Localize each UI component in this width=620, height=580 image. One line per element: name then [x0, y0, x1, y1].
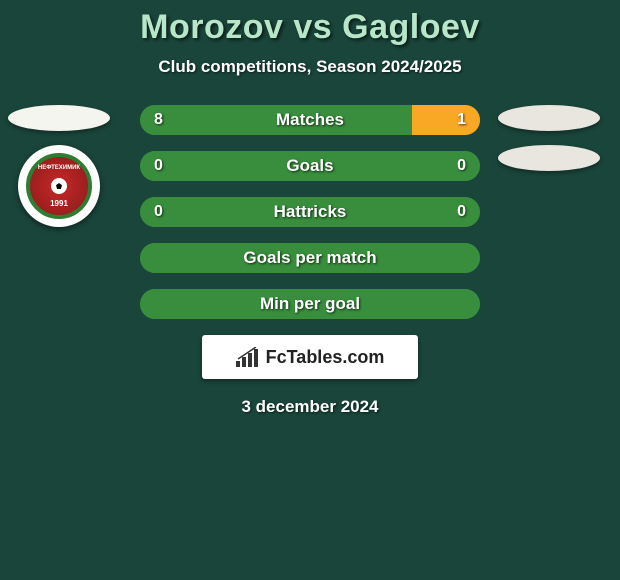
player-token-right-1: [498, 105, 600, 131]
soccer-ball-icon: [51, 178, 67, 194]
page-title: Morozov vs Gagloev: [0, 8, 620, 47]
stat-bar: 00Hattricks: [140, 197, 480, 227]
watermark[interactable]: FcTables.com: [202, 335, 418, 379]
left-player-column: НЕФТЕХИМИК 1991: [8, 105, 110, 227]
right-player-column: [498, 105, 600, 171]
player-token-right-2: [498, 145, 600, 171]
stat-bar: 00Goals: [140, 151, 480, 181]
bar-label: Goals per match: [140, 248, 480, 268]
fctables-logo-icon: [236, 347, 260, 367]
stat-bar: Min per goal: [140, 289, 480, 319]
watermark-text: FcTables.com: [266, 347, 385, 368]
stat-bars: 81Matches 00Goals 00Hattricks Goals per mat…: [140, 105, 480, 319]
club-logo-left: НЕФТЕХИМИК 1991: [18, 145, 100, 227]
stats-area: НЕФТЕХИМИК 1991 81Matches 00Goals 00Hattri…: [0, 105, 620, 319]
bar-label: Goals: [140, 156, 480, 176]
bar-label: Min per goal: [140, 294, 480, 314]
stat-bar: 81Matches: [140, 105, 480, 135]
bar-label: Hattricks: [140, 202, 480, 222]
club-name-text: НЕФТЕХИМИК: [38, 165, 80, 171]
stat-bar: Goals per match: [140, 243, 480, 273]
comparison-card: Morozov vs Gagloev Club competitions, Se…: [0, 0, 620, 417]
bar-label: Matches: [140, 110, 480, 130]
subtitle: Club competitions, Season 2024/2025: [0, 57, 620, 77]
club-logo-inner: НЕФТЕХИМИК 1991: [26, 153, 92, 219]
date-label: 3 december 2024: [0, 397, 620, 417]
player-token-left: [8, 105, 110, 131]
club-year: 1991: [50, 199, 68, 208]
